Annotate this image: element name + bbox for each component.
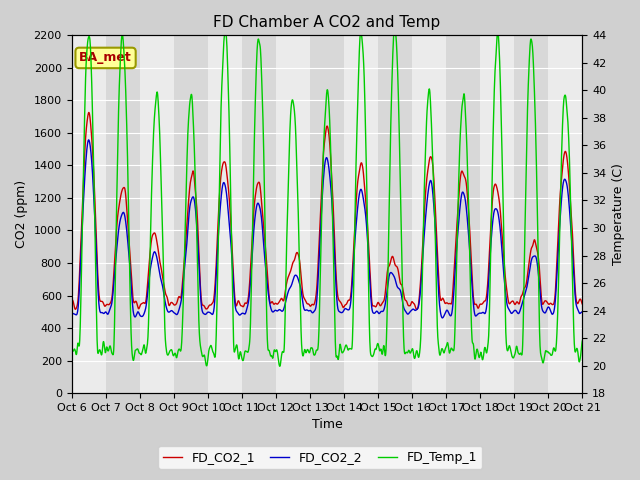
Bar — [106, 36, 140, 393]
Bar — [276, 36, 310, 393]
FD_CO2_2 — [303, 307, 310, 313]
FD_Temp_1 — [118, 33, 125, 38]
FD_CO2_2 — [470, 310, 478, 315]
Text: BA_met: BA_met — [79, 51, 132, 64]
Bar — [480, 36, 515, 393]
Bar — [446, 36, 480, 393]
Bar — [548, 36, 582, 393]
FD_CO2_1 — [413, 307, 420, 312]
Bar — [412, 36, 446, 393]
Legend: FD_CO2_1, FD_CO2_2, FD_Temp_1: FD_CO2_1, FD_CO2_2, FD_Temp_1 — [158, 446, 482, 469]
FD_Temp_1 — [303, 348, 311, 353]
Bar — [72, 36, 106, 393]
Line: FD_Temp_1: FD_Temp_1 — [72, 36, 582, 366]
FD_Temp_1 — [564, 120, 572, 125]
FD_CO2_1 — [470, 301, 478, 307]
FD_CO2_1 — [94, 274, 102, 279]
FD_Temp_1 — [317, 261, 324, 267]
FD_CO2_1 — [564, 164, 572, 169]
FD_Temp_1 — [470, 352, 478, 358]
FD_CO2_1 — [564, 167, 572, 172]
FD_CO2_2 — [316, 232, 324, 238]
FD_CO2_1 — [68, 297, 76, 302]
FD_CO2_2 — [68, 310, 76, 316]
FD_CO2_1 — [303, 300, 310, 306]
FD_CO2_1 — [85, 109, 93, 115]
X-axis label: Time: Time — [312, 419, 342, 432]
FD_CO2_2 — [438, 315, 446, 321]
Y-axis label: CO2 (ppm): CO2 (ppm) — [15, 180, 28, 248]
Bar — [173, 36, 208, 393]
FD_Temp_1 — [564, 124, 572, 130]
FD_Temp_1 — [68, 346, 76, 351]
Bar — [140, 36, 173, 393]
Bar — [515, 36, 548, 393]
FD_CO2_2 — [564, 189, 572, 195]
Bar — [344, 36, 378, 393]
FD_Temp_1 — [276, 363, 284, 369]
FD_CO2_2 — [85, 137, 93, 143]
FD_Temp_1 — [93, 348, 101, 354]
Line: FD_CO2_2: FD_CO2_2 — [72, 140, 582, 318]
FD_CO2_2 — [94, 284, 102, 290]
FD_Temp_1 — [579, 337, 586, 343]
Title: FD Chamber A CO2 and Temp: FD Chamber A CO2 and Temp — [213, 15, 440, 30]
FD_CO2_2 — [579, 309, 586, 315]
Y-axis label: Temperature (C): Temperature (C) — [612, 163, 625, 265]
Bar — [242, 36, 276, 393]
Bar — [310, 36, 344, 393]
FD_CO2_1 — [316, 217, 324, 223]
Bar — [378, 36, 412, 393]
FD_CO2_1 — [579, 301, 586, 307]
Line: FD_CO2_1: FD_CO2_1 — [72, 112, 582, 310]
FD_CO2_2 — [564, 191, 572, 197]
Bar — [208, 36, 242, 393]
